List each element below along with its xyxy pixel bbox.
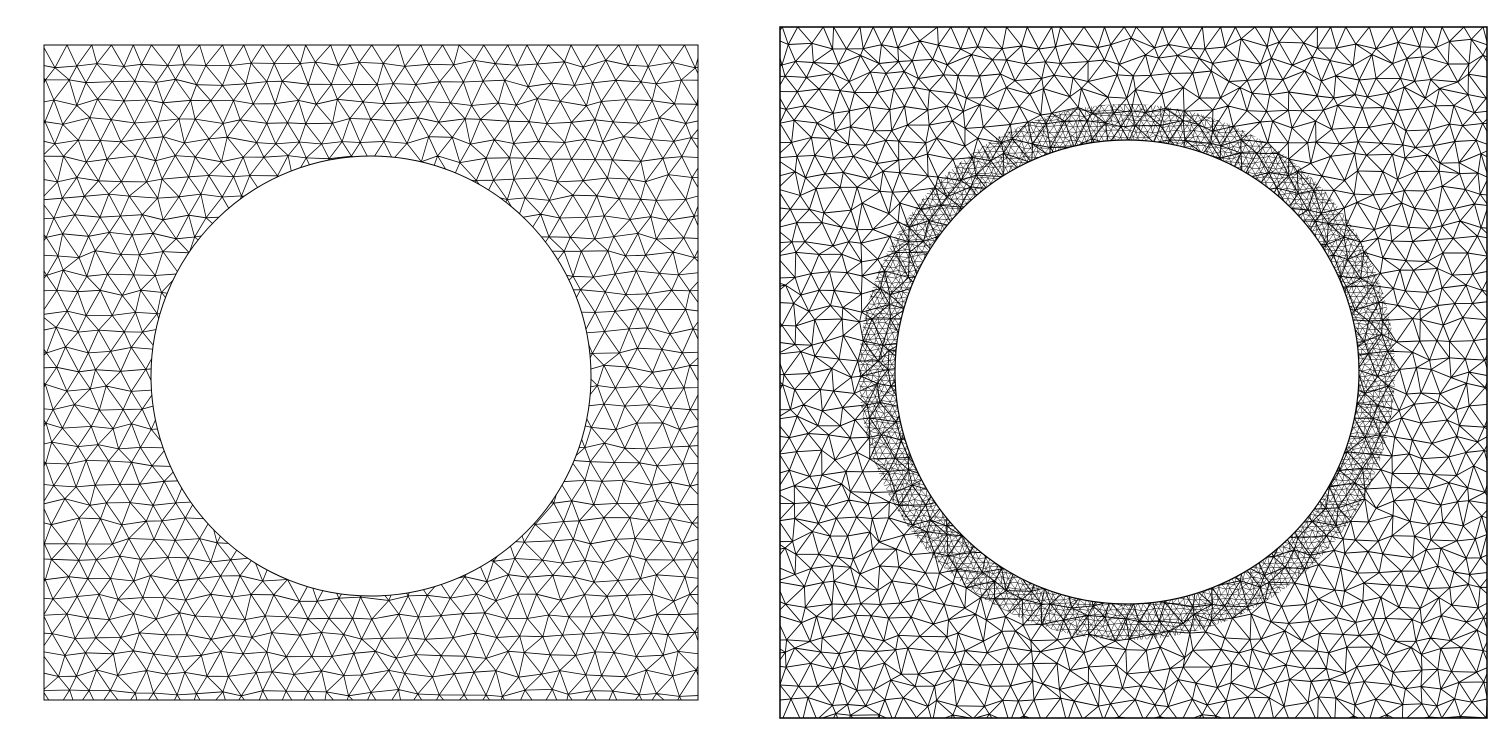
left-hole bbox=[150, 155, 592, 597]
left-border bbox=[43, 44, 699, 701]
right-hole bbox=[894, 139, 1360, 605]
right-border bbox=[779, 26, 1488, 719]
